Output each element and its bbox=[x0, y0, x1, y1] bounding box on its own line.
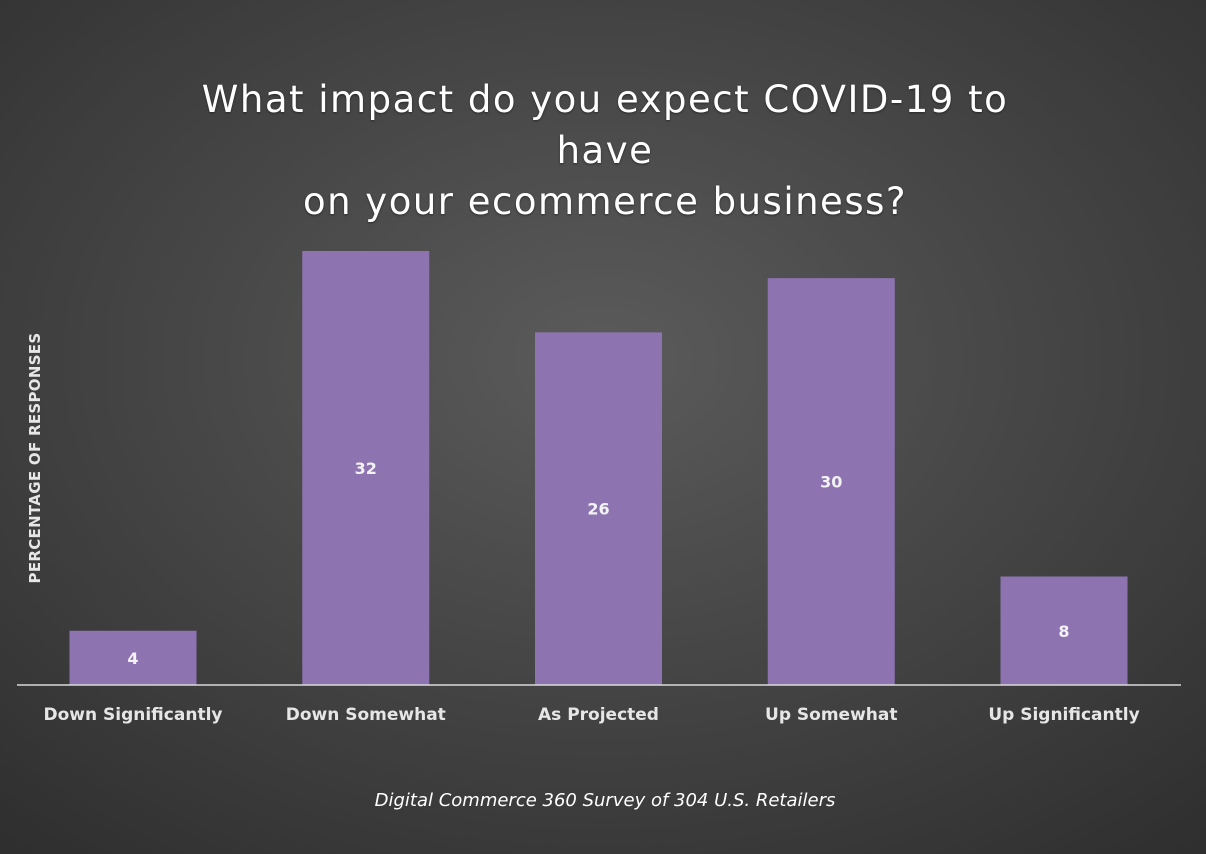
x-tick-label-4: Up Significantly bbox=[988, 705, 1139, 725]
x-tick-label-0: Down Significantly bbox=[44, 705, 223, 725]
x-tick-label-1: Down Somewhat bbox=[286, 705, 446, 725]
x-tick-label-2: As Projected bbox=[538, 705, 659, 725]
chart-caption: Digital Commerce 360 Survey of 304 U.S. … bbox=[374, 790, 836, 811]
data-label-1: 32 bbox=[355, 459, 377, 478]
x-tick-label-3: Up Somewhat bbox=[765, 705, 897, 725]
data-label-4: 8 bbox=[1058, 622, 1069, 641]
bar-1 bbox=[302, 251, 430, 685]
data-label-3: 30 bbox=[820, 473, 842, 492]
chart-title: What impact do you expect COVID-19 to ha… bbox=[201, 78, 1009, 223]
bar-3 bbox=[767, 278, 895, 685]
bar-0 bbox=[69, 630, 197, 685]
x-tick-labels: Down Significantly Down Somewhat As Projec… bbox=[44, 705, 1140, 725]
labels-group: 4 32 26 30 8 bbox=[127, 459, 1069, 668]
data-label-2: 26 bbox=[587, 500, 609, 519]
bar-4 bbox=[1000, 576, 1128, 685]
bar-2 bbox=[535, 332, 662, 685]
data-label-0: 4 bbox=[127, 649, 138, 668]
bars-group bbox=[69, 251, 1128, 685]
